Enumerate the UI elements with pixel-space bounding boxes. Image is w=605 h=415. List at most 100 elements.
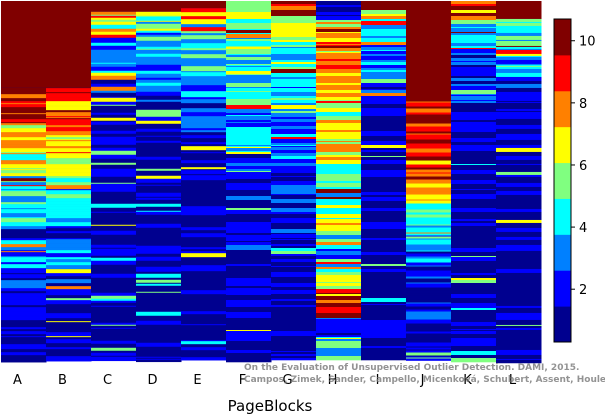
heatmap-cell	[91, 133, 137, 138]
heatmap-cell	[46, 229, 92, 232]
heatmap-cell	[496, 49, 542, 55]
heatmap-cell	[406, 355, 452, 357]
heatmap-cell	[451, 48, 497, 50]
heatmap-cell	[226, 266, 272, 270]
heatmap-cell	[91, 146, 137, 149]
heatmap-cell	[226, 82, 272, 84]
x-tick-label-A: A	[13, 373, 22, 388]
heatmap-cell	[226, 113, 272, 116]
heatmap-cell	[226, 83, 272, 88]
heatmap-cell	[91, 332, 137, 337]
heatmap-cell	[361, 96, 407, 101]
heatmap-cell	[451, 288, 497, 291]
heatmap-cell	[136, 113, 182, 118]
heatmap-column-B	[46, 1, 92, 362]
heatmap-cell	[361, 358, 407, 360]
heatmap-cell	[406, 306, 452, 310]
heatmap-cell	[181, 31, 227, 33]
heatmap-cell	[406, 295, 452, 300]
heatmap-cell	[496, 335, 542, 338]
heatmap-cell	[46, 158, 92, 163]
heatmap-cell	[316, 38, 362, 43]
heatmap-cell	[91, 225, 137, 230]
heatmap-cell	[271, 57, 317, 61]
heatmap-cell	[226, 208, 272, 211]
heatmap-cell	[1, 236, 47, 239]
heatmap-cell	[316, 157, 362, 161]
heatmap-cell	[496, 305, 542, 309]
heatmap-cell	[496, 55, 542, 58]
colorbar-segment	[554, 162, 571, 199]
heatmap-cell	[451, 90, 497, 95]
heatmap-cell	[496, 317, 542, 321]
heatmap-cell	[271, 150, 317, 154]
heatmap-cell	[1, 174, 47, 177]
heatmap-cell	[271, 147, 317, 151]
heatmap-cell	[271, 251, 317, 255]
heatmap-cell	[136, 320, 182, 326]
heatmap-cell	[1, 146, 47, 149]
heatmap-cell	[496, 213, 542, 218]
heatmap-cell	[316, 118, 362, 121]
heatmap-cell	[91, 154, 137, 160]
heatmap-cell	[136, 56, 182, 59]
heatmap-cell	[496, 247, 542, 252]
heatmap-cell	[316, 161, 362, 165]
heatmap-cell	[136, 353, 182, 357]
heatmap-cell	[451, 180, 497, 185]
heatmap-cell	[271, 117, 317, 120]
heatmap-cell	[406, 347, 452, 350]
heatmap-cell	[91, 130, 137, 135]
heatmap-cell	[46, 152, 92, 154]
heatmap-cell	[271, 146, 317, 148]
heatmap-cell	[226, 260, 272, 262]
heatmap-cell	[271, 100, 317, 104]
heatmap-cell	[1, 189, 47, 191]
heatmap-cell	[181, 66, 227, 70]
heatmap-cell	[226, 23, 272, 26]
heatmap-cell	[226, 146, 272, 148]
heatmap-cell	[91, 165, 137, 169]
heatmap-cell	[361, 45, 407, 48]
heatmap-cell	[316, 311, 362, 314]
heatmap-cell	[451, 96, 497, 101]
heatmap-cell	[91, 315, 137, 319]
heatmap-cell	[46, 194, 92, 199]
heatmap-cell	[136, 168, 182, 172]
heatmap-cell	[496, 342, 542, 346]
heatmap-cell	[451, 62, 497, 66]
heatmap-cell	[496, 29, 542, 33]
heatmap-cell	[181, 271, 227, 276]
heatmap-cell	[181, 344, 227, 348]
heatmap-cell	[91, 302, 137, 307]
heatmap-cell	[451, 310, 497, 314]
heatmap-cell	[91, 11, 137, 16]
heatmap-cell	[1, 125, 47, 129]
heatmap-cell	[271, 351, 317, 353]
heatmap-cell	[136, 79, 182, 84]
heatmap-cell	[406, 276, 452, 279]
heatmap-cell	[451, 337, 497, 339]
heatmap-cell	[496, 332, 542, 337]
x-tick-label-B: B	[58, 373, 67, 388]
heatmap-cell	[361, 16, 407, 20]
watermark-line-2: Campos, Zimek, Sander, Campello, Micenko…	[244, 375, 605, 385]
heatmap-cell	[496, 354, 542, 358]
heatmap-cell	[316, 337, 362, 339]
heatmap-cell	[136, 43, 182, 48]
heatmap-cell	[136, 159, 182, 165]
heatmap-cell	[136, 59, 182, 62]
heatmap-cell	[226, 34, 272, 39]
heatmap-cell	[181, 11, 227, 13]
heatmap-cell	[271, 121, 317, 123]
heatmap-cell	[226, 148, 272, 152]
heatmap-cell	[496, 227, 542, 233]
heatmap-cell	[226, 348, 272, 351]
heatmap-cell	[271, 233, 317, 235]
heatmap-cell	[451, 174, 497, 176]
heatmap-cell	[91, 180, 137, 183]
heatmap-cell	[316, 55, 362, 60]
heatmap-cell	[46, 131, 92, 135]
heatmap-cell	[46, 182, 92, 186]
heatmap-cell	[451, 20, 497, 25]
